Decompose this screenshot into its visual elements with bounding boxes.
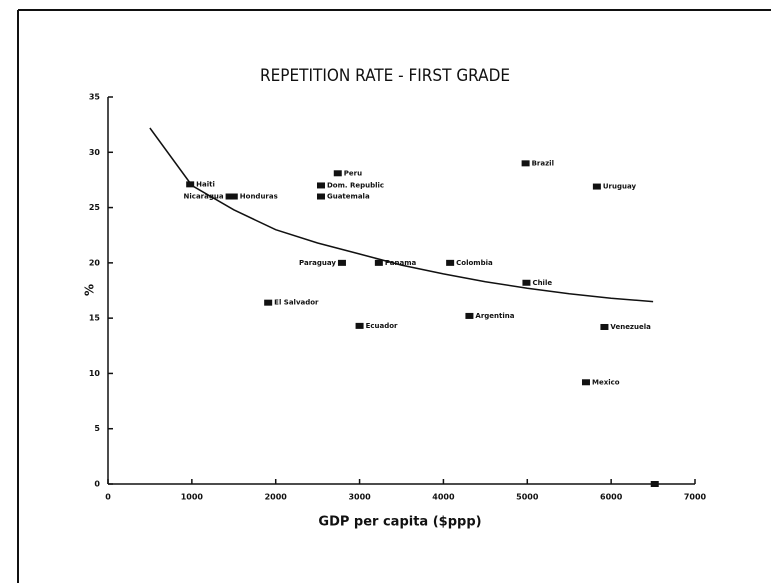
point — [264, 299, 273, 306]
point — [581, 379, 590, 386]
point-label: Brazil — [532, 159, 554, 167]
point-label: Venezuela — [610, 323, 651, 331]
point — [316, 193, 325, 200]
point-label: Mexico — [592, 378, 620, 386]
x-tick-label: 4000 — [432, 493, 455, 502]
point — [522, 279, 531, 286]
y-tick-label: 25 — [89, 203, 101, 212]
point-label: Nicaragua — [184, 193, 224, 201]
point — [225, 193, 234, 200]
point — [600, 323, 609, 330]
x-tick-label: 5000 — [516, 493, 539, 502]
point-label: Ecuador — [366, 322, 398, 330]
point — [229, 193, 238, 200]
point-label: Honduras — [240, 193, 278, 201]
point — [333, 170, 342, 177]
point-label: Uruguay — [603, 183, 637, 191]
point-label: Haiti — [196, 180, 215, 188]
fit-curve — [149, 127, 654, 303]
y-tick-label: 0 — [94, 480, 100, 489]
point — [337, 259, 346, 266]
point — [446, 259, 455, 266]
point-label: El Salvador — [274, 299, 319, 307]
x-tick-label: 3000 — [348, 493, 371, 502]
x-axis-label: GDP per capita ($ppp) — [318, 515, 481, 530]
point-label: Dom. Republic — [327, 181, 384, 189]
point — [521, 160, 530, 167]
x-tick-label: 7000 — [684, 493, 707, 502]
point — [355, 322, 364, 329]
y-tick-label: 5 — [94, 424, 100, 433]
y-axis-label: % — [83, 284, 97, 296]
y-tick-label: 30 — [89, 148, 101, 157]
point-label: Argentina — [475, 312, 514, 320]
x-tick-label: 2000 — [265, 493, 288, 502]
point — [465, 312, 474, 319]
y-tick-label: 10 — [89, 369, 101, 378]
x-tick-label: 1000 — [181, 493, 204, 502]
y-tick-label: 20 — [89, 258, 101, 267]
y-tick-label: 15 — [89, 314, 101, 323]
y-tick-label: 35 — [89, 93, 101, 102]
point — [374, 259, 383, 266]
point-label: Peru — [344, 169, 362, 177]
point — [592, 183, 601, 190]
point-label: Panama — [385, 259, 417, 267]
point-label: Colombia — [456, 259, 493, 267]
point-label: Guatemala — [327, 193, 370, 201]
chart-title: REPETITION RATE - FIRST GRADE — [260, 66, 510, 86]
point-label: Chile — [532, 279, 552, 287]
point — [316, 182, 325, 189]
point-label: Paraguay — [299, 259, 336, 267]
x-tick-label: 6000 — [600, 493, 623, 502]
point — [650, 481, 659, 487]
x-tick-label: 0 — [105, 493, 111, 502]
point — [186, 181, 195, 188]
